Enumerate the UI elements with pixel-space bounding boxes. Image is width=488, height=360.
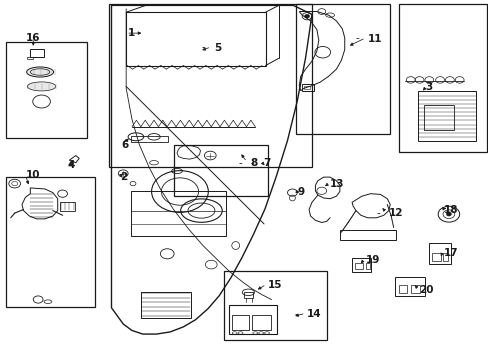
- Ellipse shape: [27, 82, 56, 91]
- Text: 9: 9: [297, 186, 304, 197]
- Bar: [126, 12, 265, 66]
- Bar: [30, 49, 44, 57]
- Text: -: -: [202, 42, 205, 53]
- Bar: [27, 57, 33, 59]
- Text: 10: 10: [25, 170, 40, 180]
- Bar: [304, 86, 309, 89]
- Bar: [244, 292, 253, 298]
- Bar: [354, 263, 362, 269]
- Ellipse shape: [26, 67, 54, 77]
- Bar: [6, 42, 87, 138]
- Bar: [131, 191, 226, 236]
- Text: -: -: [376, 208, 380, 218]
- Text: 13: 13: [329, 179, 344, 189]
- Text: 7: 7: [263, 158, 270, 168]
- Text: 11: 11: [367, 33, 382, 44]
- Bar: [424, 105, 453, 130]
- Bar: [60, 202, 75, 211]
- Text: 5: 5: [214, 42, 221, 53]
- Bar: [398, 285, 407, 293]
- Bar: [6, 177, 95, 307]
- Bar: [228, 305, 276, 334]
- Text: 6: 6: [121, 140, 128, 150]
- Text: 2: 2: [120, 172, 127, 182]
- Bar: [252, 315, 270, 330]
- Bar: [173, 145, 267, 196]
- Text: 17: 17: [443, 248, 458, 258]
- Bar: [417, 91, 475, 141]
- Bar: [365, 263, 369, 269]
- Text: 3: 3: [425, 82, 432, 92]
- Text: 16: 16: [26, 33, 41, 43]
- Bar: [131, 136, 167, 142]
- Bar: [302, 84, 314, 91]
- Bar: [431, 253, 440, 261]
- Text: 15: 15: [267, 280, 282, 290]
- Circle shape: [446, 212, 450, 216]
- Bar: [141, 292, 190, 318]
- Text: 1: 1: [128, 28, 135, 38]
- Bar: [442, 253, 447, 261]
- Text: 4: 4: [67, 160, 75, 170]
- Bar: [108, 4, 311, 167]
- Text: 18: 18: [443, 204, 458, 215]
- Text: 14: 14: [306, 309, 321, 319]
- Bar: [351, 258, 370, 272]
- Bar: [231, 315, 248, 330]
- Bar: [398, 4, 486, 152]
- Text: 12: 12: [388, 208, 403, 218]
- Bar: [394, 277, 425, 296]
- Text: -: -: [355, 33, 359, 44]
- Text: -: -: [238, 158, 242, 168]
- Text: -: -: [250, 158, 254, 168]
- Bar: [224, 271, 326, 340]
- Circle shape: [304, 14, 309, 18]
- Text: 19: 19: [365, 255, 379, 265]
- Bar: [339, 230, 395, 240]
- Text: -: -: [294, 309, 298, 319]
- Bar: [428, 243, 450, 264]
- Text: 8: 8: [250, 158, 257, 168]
- Text: 20: 20: [419, 285, 433, 295]
- Bar: [295, 4, 389, 134]
- Bar: [410, 285, 419, 293]
